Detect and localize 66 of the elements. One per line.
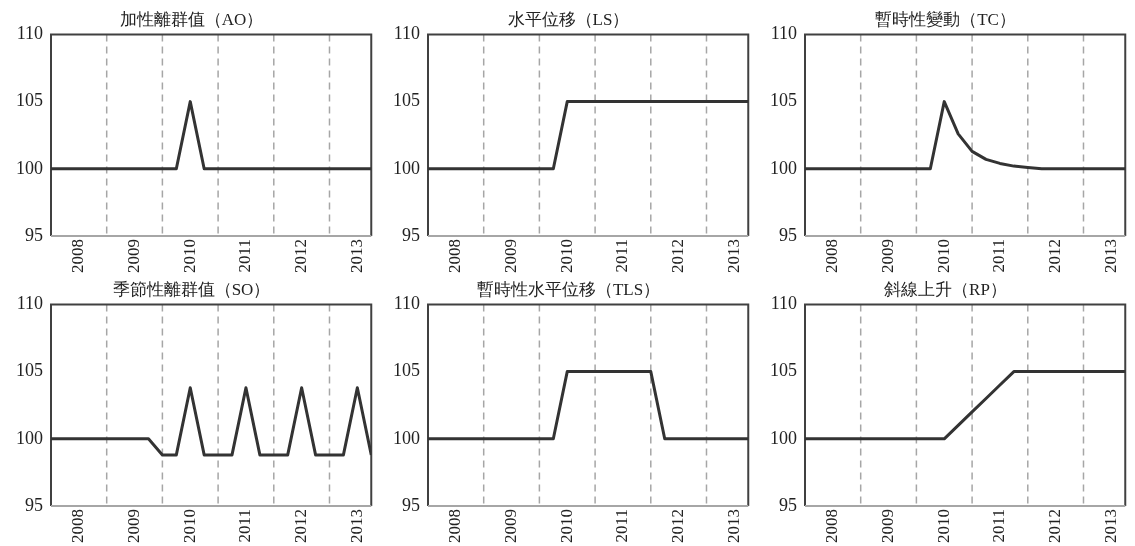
x-tick-label: 2011 — [989, 239, 1009, 273]
y-tick-label: 110 — [16, 23, 43, 44]
chart-title: 暫時性水平位移（TLS） — [476, 279, 661, 299]
x-tick-label: 2009 — [501, 509, 521, 543]
x-tick-label: 2010 — [179, 239, 199, 273]
y-tick-label: 95 — [402, 224, 420, 245]
x-tick-label: 2010 — [933, 509, 953, 543]
x-tick-label: 2011 — [612, 239, 632, 273]
y-tick-label: 95 — [779, 224, 797, 245]
x-tick-label: 2013 — [1100, 509, 1120, 543]
y-tick-label: 110 — [16, 293, 43, 314]
y-tick-label: 105 — [393, 90, 420, 111]
y-tick-label: 105 — [770, 360, 797, 381]
x-tick-label: 2013 — [346, 239, 366, 273]
x-tick-label: 2011 — [989, 509, 1009, 543]
x-tick-label: 2010 — [556, 239, 576, 273]
x-tick-label: 2008 — [68, 239, 88, 273]
x-tick-label: 2008 — [445, 509, 465, 543]
y-tick-label: 105 — [16, 90, 43, 111]
y-tick-label: 100 — [16, 157, 43, 178]
x-tick-label: 2012 — [1045, 509, 1065, 543]
x-tick-label: 2011 — [612, 509, 632, 543]
y-tick-label: 110 — [770, 23, 797, 44]
x-tick-label: 2012 — [668, 509, 688, 543]
x-tick-label: 2008 — [445, 239, 465, 273]
x-tick-label: 2013 — [346, 509, 366, 543]
x-tick-label: 2008 — [822, 239, 842, 273]
x-tick-label: 2011 — [235, 509, 255, 543]
y-tick-label: 95 — [25, 494, 43, 515]
x-tick-label: 2012 — [291, 239, 311, 273]
x-tick-label: 2012 — [291, 509, 311, 543]
x-tick-label: 2009 — [501, 239, 521, 273]
x-tick-label: 2012 — [668, 239, 688, 273]
x-tick-label: 2009 — [878, 509, 898, 543]
x-tick-label: 2012 — [1045, 239, 1065, 273]
y-tick-label: 100 — [770, 427, 797, 448]
chart-title: 加性離群值（AO） — [119, 9, 264, 29]
y-tick-label: 100 — [393, 427, 420, 448]
y-tick-label: 100 — [393, 157, 420, 178]
y-tick-label: 95 — [402, 494, 420, 515]
x-tick-label: 2013 — [1100, 239, 1120, 273]
y-tick-label: 105 — [16, 360, 43, 381]
x-tick-label: 2010 — [556, 509, 576, 543]
y-tick-label: 105 — [393, 360, 420, 381]
y-tick-label: 95 — [779, 494, 797, 515]
x-tick-label: 2010 — [179, 509, 199, 543]
y-tick-label: 100 — [16, 427, 43, 448]
x-tick-label: 2013 — [723, 239, 743, 273]
chart-title: 水平位移（LS） — [507, 9, 630, 29]
chart-title: 季節性離群值（SO） — [112, 279, 271, 299]
x-tick-label: 2010 — [933, 239, 953, 273]
y-tick-label: 100 — [770, 157, 797, 178]
x-tick-label: 2008 — [68, 509, 88, 543]
chart-title: 斜線上升（RP） — [884, 279, 1007, 299]
y-tick-label: 110 — [393, 293, 420, 314]
x-tick-label: 2009 — [124, 239, 144, 273]
x-tick-label: 2009 — [124, 509, 144, 543]
x-tick-label: 2009 — [878, 239, 898, 273]
x-tick-label: 2008 — [822, 509, 842, 543]
y-tick-label: 105 — [770, 90, 797, 111]
y-tick-label: 110 — [393, 23, 420, 44]
x-tick-label: 2011 — [235, 239, 255, 273]
chart-title: 暫時性變動（TC） — [875, 9, 1016, 29]
x-tick-label: 2013 — [723, 509, 743, 543]
y-tick-label: 110 — [770, 293, 797, 314]
y-tick-label: 95 — [25, 224, 43, 245]
